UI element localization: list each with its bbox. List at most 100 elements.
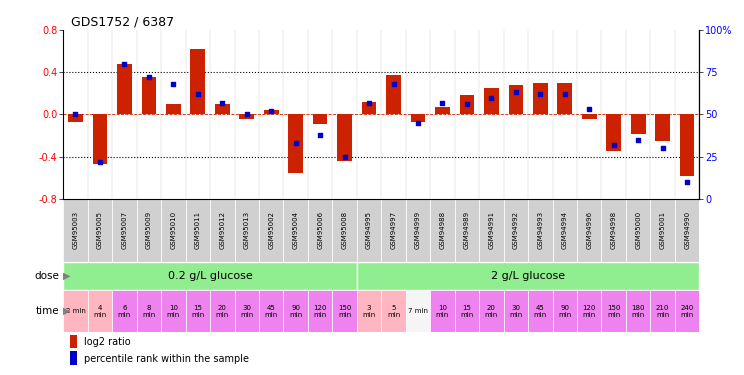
FancyBboxPatch shape xyxy=(63,199,88,262)
Text: GSM94993: GSM94993 xyxy=(537,211,543,249)
Text: 4
min: 4 min xyxy=(93,305,106,318)
Text: 90
min: 90 min xyxy=(289,305,302,318)
FancyBboxPatch shape xyxy=(479,199,504,262)
Text: 90
min: 90 min xyxy=(558,305,571,318)
Bar xyxy=(631,114,646,134)
Text: GSM94999: GSM94999 xyxy=(415,211,421,249)
FancyBboxPatch shape xyxy=(259,199,283,262)
Text: GSM95002: GSM95002 xyxy=(268,211,275,249)
FancyBboxPatch shape xyxy=(577,199,601,262)
Point xyxy=(559,91,571,97)
FancyBboxPatch shape xyxy=(185,290,210,332)
Text: GSM94996: GSM94996 xyxy=(586,211,592,249)
Point xyxy=(485,94,497,100)
Text: GSM94989: GSM94989 xyxy=(464,211,470,249)
Text: GSM95011: GSM95011 xyxy=(195,211,201,249)
FancyBboxPatch shape xyxy=(63,262,357,290)
Text: GSM94992: GSM94992 xyxy=(513,211,519,249)
Point xyxy=(388,81,400,87)
FancyBboxPatch shape xyxy=(528,290,553,332)
Text: 2 min: 2 min xyxy=(65,308,86,314)
FancyBboxPatch shape xyxy=(405,199,430,262)
Point xyxy=(192,91,204,97)
Bar xyxy=(680,114,694,176)
Bar xyxy=(362,102,376,114)
FancyBboxPatch shape xyxy=(528,199,553,262)
FancyBboxPatch shape xyxy=(234,199,259,262)
Bar xyxy=(411,114,426,122)
Text: GSM95003: GSM95003 xyxy=(72,211,78,249)
Bar xyxy=(533,83,548,114)
Text: GSM95012: GSM95012 xyxy=(219,211,225,249)
FancyBboxPatch shape xyxy=(577,290,601,332)
Bar xyxy=(484,88,498,114)
Text: 2 g/L glucose: 2 g/L glucose xyxy=(491,271,565,281)
Point xyxy=(289,140,301,146)
FancyBboxPatch shape xyxy=(405,290,430,332)
Bar xyxy=(289,114,303,173)
FancyBboxPatch shape xyxy=(161,290,185,332)
Point xyxy=(534,91,546,97)
Bar xyxy=(606,114,621,151)
FancyBboxPatch shape xyxy=(112,199,137,262)
Point xyxy=(682,179,693,185)
Point xyxy=(143,74,155,80)
FancyBboxPatch shape xyxy=(430,290,455,332)
Bar xyxy=(509,85,523,114)
FancyBboxPatch shape xyxy=(112,290,137,332)
Text: 7 min: 7 min xyxy=(408,308,428,314)
FancyBboxPatch shape xyxy=(161,199,185,262)
FancyBboxPatch shape xyxy=(382,199,405,262)
Point xyxy=(437,100,449,106)
Text: GSM95000: GSM95000 xyxy=(635,211,641,249)
Text: 120
min: 120 min xyxy=(583,305,596,318)
Text: 15
min: 15 min xyxy=(461,305,474,318)
Text: GSM95010: GSM95010 xyxy=(170,211,176,249)
Text: log2 ratio: log2 ratio xyxy=(83,337,130,347)
Point xyxy=(217,100,228,106)
Text: time: time xyxy=(36,306,60,316)
Point xyxy=(583,106,595,112)
Text: 150
min: 150 min xyxy=(607,305,620,318)
Text: percentile rank within the sample: percentile rank within the sample xyxy=(83,354,248,364)
Bar xyxy=(655,114,670,141)
FancyBboxPatch shape xyxy=(455,290,479,332)
Text: GSM95005: GSM95005 xyxy=(97,211,103,249)
FancyBboxPatch shape xyxy=(650,199,675,262)
Text: GSM95006: GSM95006 xyxy=(317,211,323,249)
Text: 10
min: 10 min xyxy=(436,305,449,318)
Bar xyxy=(264,110,278,114)
Text: GSM94988: GSM94988 xyxy=(440,211,446,249)
Text: GSM94994: GSM94994 xyxy=(562,211,568,249)
Text: 15
min: 15 min xyxy=(191,305,205,318)
FancyBboxPatch shape xyxy=(553,199,577,262)
Text: 180
min: 180 min xyxy=(632,305,645,318)
FancyBboxPatch shape xyxy=(504,290,528,332)
Text: GSM94998: GSM94998 xyxy=(611,211,617,249)
FancyBboxPatch shape xyxy=(357,199,382,262)
Text: GSM95008: GSM95008 xyxy=(341,211,347,249)
FancyBboxPatch shape xyxy=(626,290,650,332)
FancyBboxPatch shape xyxy=(308,199,333,262)
Bar xyxy=(141,78,156,114)
Point xyxy=(69,111,81,117)
FancyBboxPatch shape xyxy=(185,199,210,262)
FancyBboxPatch shape xyxy=(259,290,283,332)
FancyBboxPatch shape xyxy=(675,290,699,332)
Text: 45
min: 45 min xyxy=(265,305,278,318)
Point xyxy=(363,100,375,106)
FancyBboxPatch shape xyxy=(601,290,626,332)
Text: 30
min: 30 min xyxy=(240,305,254,318)
Point xyxy=(657,145,669,151)
Point xyxy=(241,111,253,117)
FancyBboxPatch shape xyxy=(308,290,333,332)
Text: 210
min: 210 min xyxy=(656,305,670,318)
FancyBboxPatch shape xyxy=(430,199,455,262)
Text: GSM94995: GSM94995 xyxy=(366,211,372,249)
Text: 45
min: 45 min xyxy=(533,305,547,318)
FancyBboxPatch shape xyxy=(357,290,382,332)
FancyBboxPatch shape xyxy=(210,290,234,332)
Text: 150
min: 150 min xyxy=(338,305,351,318)
Bar xyxy=(70,351,77,364)
Bar xyxy=(582,114,597,118)
